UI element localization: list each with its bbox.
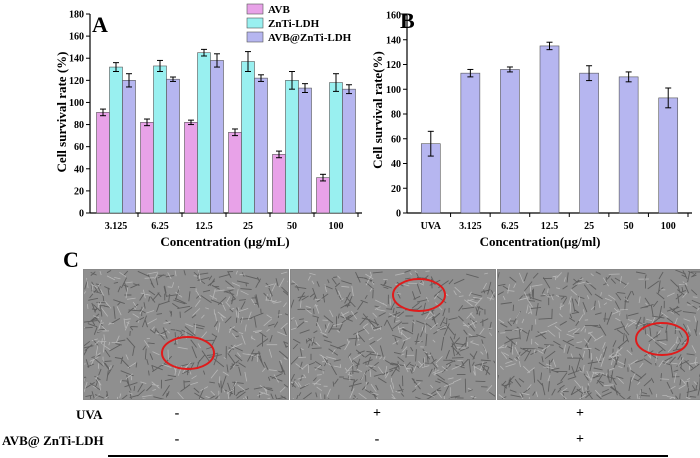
chart-a-ytick-label: 60 [74,142,84,153]
micrograph-background [291,270,495,399]
legend-label: ZnTi-LDH [268,18,320,30]
cell-texture-light [84,270,288,399]
chart-a-bar [122,80,136,214]
chart-a-xtick-label: 50 [287,221,297,232]
micrograph-1 [83,269,289,400]
chart-b-bar [500,69,520,214]
cell-texture-light [291,270,495,399]
panel-a-label: A [92,12,108,37]
chart-a-ytick-label: 120 [69,76,84,87]
chart-a-bar [254,77,268,214]
chart-b-ytick-label: 40 [391,159,401,170]
chart-a-xtick-label: 3.125 [105,221,128,232]
chart-a-bar [184,122,198,214]
bottom-rule [108,455,668,457]
chart-a-ytick-label: 80 [74,120,84,131]
chart-a-bar [298,87,312,214]
micrograph-2 [290,269,496,400]
chart-a-bar [140,122,154,214]
micrograph-3 [497,269,700,400]
chart-a-bar [197,52,211,214]
chart-a-ytick-label: 180 [69,10,84,21]
chart-b-bar [460,72,481,214]
chart-b-bar [658,97,679,214]
chart-a-bar [329,82,343,214]
highlight-ellipse [392,278,446,312]
chart-a-xtick-label: 6.25 [151,221,169,232]
chart-a: A Cell survival rate (%) Concentration (… [54,3,362,249]
chart-a-bar [210,60,224,214]
highlight-ellipse [635,322,689,356]
chart-b: B Cell survival rate(%) Concentration(µg… [370,8,692,249]
cell-texture-dark [498,270,700,399]
chart-a-xlabel: Concentration (µg/mL) [160,234,289,249]
legend-swatch [246,17,264,29]
uva-sign-1: - [174,406,180,421]
chart-a-bar [342,88,356,214]
chart-b-xtick-label: 25 [584,221,594,232]
uva-sign-2: + [373,406,381,421]
chart-b-ytick-label: 160 [386,11,401,22]
panel-c-label: C [63,247,79,272]
chart-a-ytick-label: 140 [69,54,84,65]
avb-ldh-sign-3: + [576,432,584,447]
legend-swatch [246,31,264,43]
chart-a-bar [96,112,110,214]
cell-texture-dark [84,270,288,399]
chart-b-xtick-label: 100 [661,221,676,232]
chart-b-bar [618,76,639,214]
chart-a-xtick-label: 12.5 [195,221,213,232]
micrograph-texture [498,270,700,399]
chart-b-ytick-label: 80 [391,110,401,121]
chart-a-ytick-label: 160 [69,32,84,43]
chart-a-xtick-label: 100 [329,221,344,232]
condition-label-avb-ldh: AVB@ ZnTi-LDH [2,433,104,448]
avb-ldh-sign-2: - [374,432,380,447]
chart-b-ytick-label: 120 [386,60,401,71]
chart-a-bar [166,78,180,214]
chart-a-bar [153,65,167,214]
chart-a-ytick-label: 40 [74,164,84,175]
chart-a-bar [228,131,242,214]
avb-ldh-sign-1: - [174,432,180,447]
chart-a-bar [109,66,123,214]
micrograph-texture [291,270,495,399]
chart-a-bar [285,80,299,214]
chart-b-xtick-label: UVA [421,221,442,232]
chart-b-ytick-label: 100 [386,85,401,96]
chart-b-xtick-label: 50 [624,221,634,232]
chart-a-ytick-label: 20 [74,186,84,197]
chart-a-bar [316,177,330,214]
chart-a-xtick-label: 25 [243,221,253,232]
chart-a-ylabel: Cell survival rate (%) [54,52,69,173]
micrograph-texture [84,270,288,399]
cell-texture-light [498,272,700,399]
micrograph-background [498,270,700,399]
chart-b-bar [539,45,560,214]
condition-label-uva: UVA [76,407,103,422]
chart-b-ytick-label: 0 [396,209,401,220]
chart-b-xtick-label: 3.125 [459,221,482,232]
uva-sign-3: + [576,406,584,421]
chart-b-xtick-label: 6.25 [501,221,519,232]
chart-a-bar [272,154,286,214]
legend-label: AVB [268,4,290,16]
chart-b-xlabel: Concentration(µg/ml) [480,234,601,249]
chart-b-ytick-label: 20 [391,184,401,195]
cell-texture-dark [291,270,495,399]
chart-a-ytick-label: 0 [79,209,84,220]
legend-label: AVB@ZnTi-LDH [268,32,352,44]
chart-b-xtick-label: 12.5 [541,221,559,232]
legend-swatch [246,3,264,15]
chart-a-ytick-label: 100 [69,98,84,109]
highlight-ellipse [161,336,215,370]
chart-b-ytick-label: 140 [386,35,401,46]
chart-b-bar [579,72,599,214]
chart-b-ytick-label: 60 [391,134,401,145]
chart-b-ylabel: Cell survival rate(%) [370,51,385,169]
chart-a-bar [241,61,255,214]
